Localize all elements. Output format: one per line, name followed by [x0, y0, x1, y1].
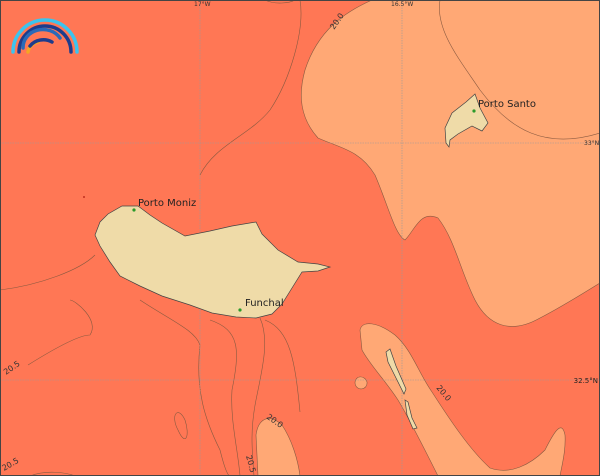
city-porto-moniz: Porto Moniz: [132, 198, 196, 212]
longitude-label: 16.5°W: [391, 1, 413, 8]
latitude-label: 32.5°N: [574, 377, 598, 385]
cool-sea-region: [300, 0, 600, 327]
cool-sea-region: [354, 376, 368, 390]
latitude-label: 33°N: [584, 140, 599, 147]
desertas-island: [385, 348, 407, 395]
porto-santo-island: [444, 93, 489, 148]
city-label: Porto Moniz: [138, 198, 196, 209]
longitude-label: 17°W: [194, 1, 211, 8]
rainbow-arc-logo: [11, 18, 79, 54]
city-funchal: Funchal: [238, 298, 284, 312]
contour-label: 20.5: [244, 454, 257, 474]
desertas-island: [404, 399, 418, 430]
city-label: Porto Santo: [478, 99, 536, 110]
city-label: Funchal: [245, 298, 284, 309]
madeira-island: [94, 205, 332, 319]
cool-sea-region: [255, 418, 301, 476]
city-porto-santo: Porto Santo: [472, 99, 536, 113]
